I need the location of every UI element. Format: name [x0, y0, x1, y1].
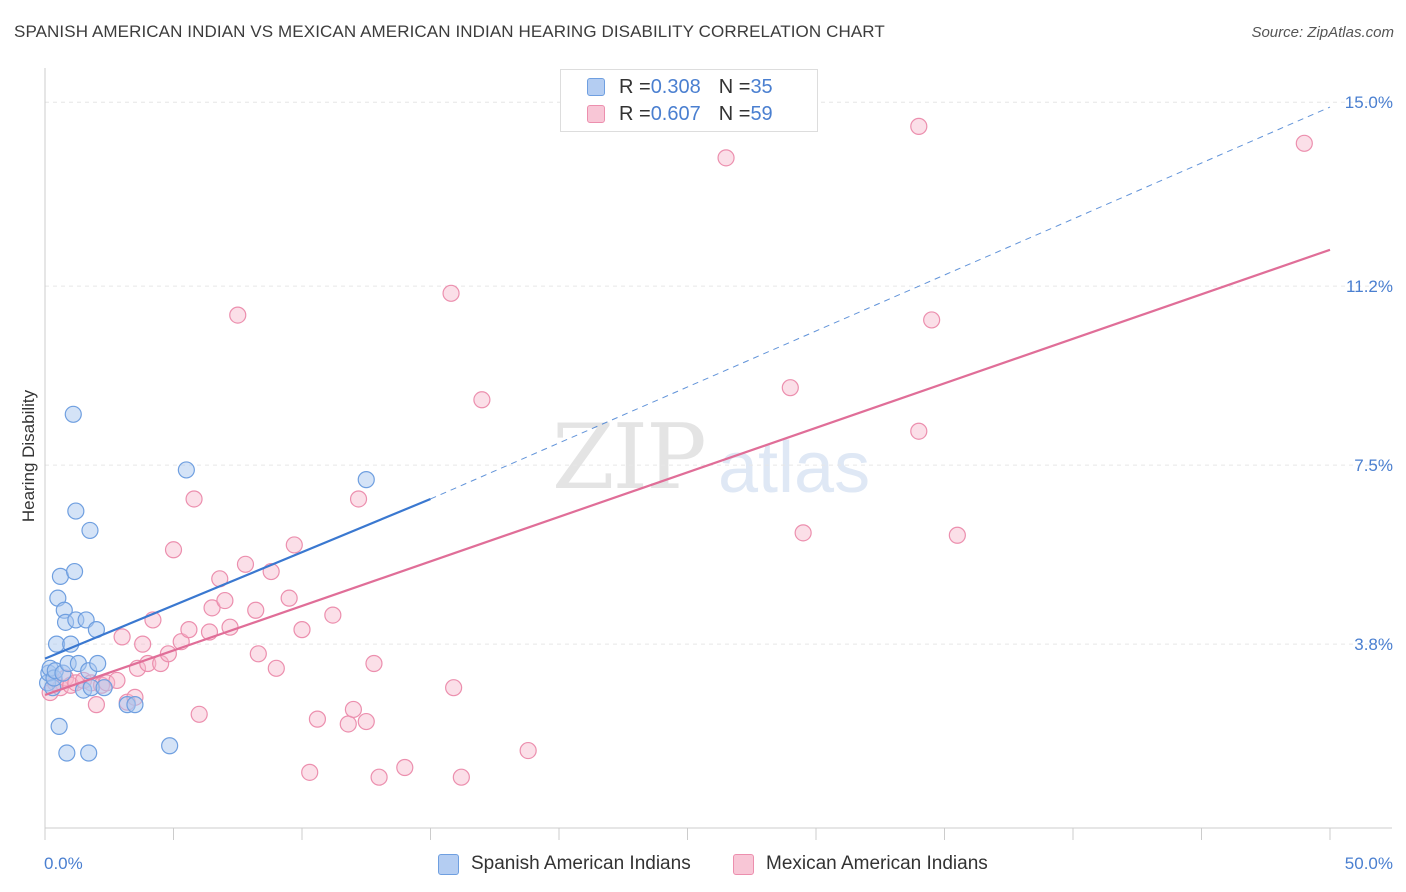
y-tick-label: 7.5%: [1354, 456, 1393, 475]
point-mexican: [344, 700, 362, 719]
trendline-spanish: [44, 497, 431, 660]
legend-n-value: 59: [750, 102, 773, 125]
y-axis-label: Hearing Disability: [19, 389, 38, 523]
watermark-atlas: atlas: [718, 428, 871, 508]
point-mexican: [717, 149, 735, 167]
point-mexican: [519, 741, 537, 760]
point-spanish: [177, 461, 195, 479]
point-mexican: [139, 654, 157, 673]
point-mexican: [357, 712, 375, 731]
point-mexican: [794, 524, 812, 542]
point-mexican: [113, 628, 131, 646]
y-tick-label: 11.2%: [1346, 277, 1393, 296]
point-mexican: [308, 710, 327, 728]
legend-n-value: 35: [750, 75, 773, 98]
chart-title: SPANISH AMERICAN INDIAN VS MEXICAN AMERI…: [14, 22, 885, 41]
point-mexican: [396, 758, 414, 777]
point-spanish: [58, 744, 76, 762]
trendline-mexican: [44, 248, 1331, 696]
bottom-legend-label-spanish: Spanish American Indians: [471, 853, 691, 874]
point-mexican: [185, 490, 203, 508]
x-tick-label-min: 0.0%: [44, 854, 83, 873]
bottom-legend-mexican: Mexican American Indians: [733, 852, 988, 876]
point-mexican: [442, 284, 460, 302]
point-mexican: [445, 679, 463, 697]
legend-n-label: N =: [718, 75, 751, 98]
point-spanish: [357, 471, 375, 489]
point-mexican: [285, 536, 303, 554]
source-label: Source: ZipAtlas.com: [1251, 24, 1394, 41]
point-mexican: [249, 645, 267, 663]
point-mexican: [781, 379, 799, 397]
trendline-spanish-extension: [430, 106, 1331, 500]
bottom-legend-swatch-pink: [733, 853, 754, 875]
point-mexican: [280, 589, 298, 607]
point-mexican: [324, 606, 342, 624]
legend-swatch-blue: [587, 78, 605, 96]
point-spanish: [50, 717, 68, 735]
point-mexican: [910, 422, 928, 440]
point-spanish: [81, 521, 99, 540]
point-mexican: [190, 705, 208, 723]
point-mexican: [365, 654, 383, 673]
point-mexican: [229, 306, 247, 324]
point-mexican: [910, 117, 928, 135]
legend-r-label: R =: [619, 75, 651, 98]
legend-r-value: 0.308: [650, 75, 701, 98]
x-tick-label-max: 50.0%: [1345, 854, 1393, 873]
correlation-legend: R = 0.308 N = 35 R = 0.607 N = 59: [560, 69, 818, 132]
legend-swatch-pink: [587, 105, 605, 123]
point-mexican: [349, 490, 368, 508]
point-mexican: [236, 555, 255, 573]
point-mexican: [452, 768, 470, 786]
bottom-legend-label-mexican: Mexican American Indians: [766, 853, 988, 874]
point-spanish: [95, 679, 113, 697]
legend-n-label: N =: [718, 102, 751, 125]
point-mexican: [370, 768, 388, 786]
point-mexican: [293, 621, 311, 639]
point-mexican: [247, 601, 265, 619]
bottom-legend-spanish: Spanish American Indians: [438, 852, 691, 876]
point-spanish: [161, 737, 179, 755]
point-spanish: [126, 696, 144, 714]
point-mexican: [948, 526, 966, 544]
point-mexican: [473, 391, 491, 409]
legend-row-spanish: R = 0.308 N = 35: [587, 76, 773, 98]
legend-row-mexican: R = 0.607 N = 59: [587, 103, 773, 125]
point-mexican: [134, 635, 152, 653]
point-mexican: [923, 311, 941, 329]
point-mexican: [1295, 134, 1313, 152]
point-mexican: [339, 715, 357, 733]
point-mexican: [164, 541, 183, 559]
point-spanish: [89, 654, 107, 673]
point-mexican: [87, 696, 106, 714]
point-mexican: [108, 671, 126, 690]
point-mexican: [267, 659, 285, 677]
bottom-legend-swatch-blue: [438, 853, 459, 875]
point-mexican: [216, 591, 234, 610]
point-spanish: [80, 744, 98, 762]
point-spanish: [67, 502, 85, 520]
point-spanish: [65, 562, 84, 581]
point-mexican: [203, 599, 221, 617]
legend-r-label: R =: [619, 102, 651, 125]
y-tick-label: 15.0%: [1345, 93, 1393, 112]
point-mexican: [301, 763, 319, 781]
point-spanish: [64, 405, 82, 423]
y-tick-label: 3.8%: [1354, 635, 1393, 654]
point-mexican: [180, 621, 198, 639]
legend-r-value: 0.607: [650, 102, 701, 125]
